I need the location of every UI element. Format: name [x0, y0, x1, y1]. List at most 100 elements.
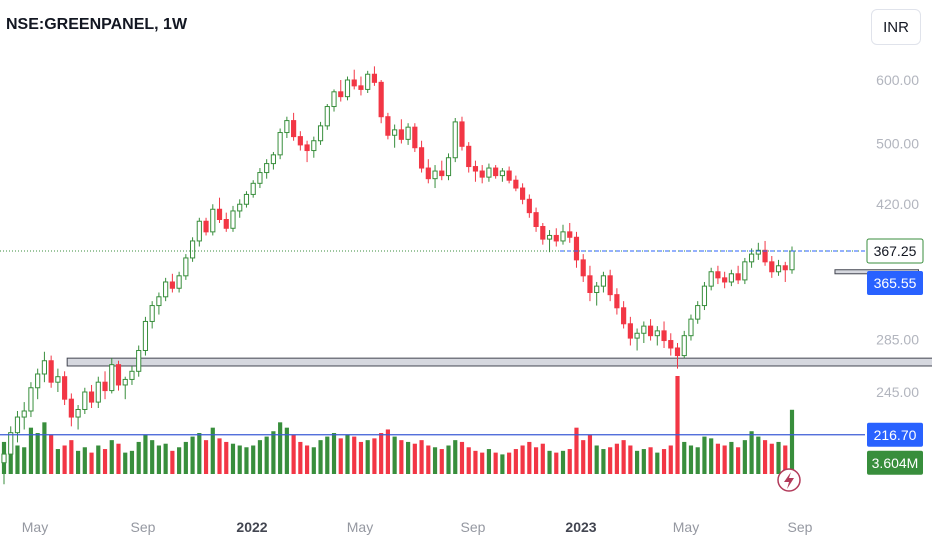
volume-bar [237, 445, 242, 474]
volume-bar [22, 447, 27, 474]
svg-text:216.70: 216.70 [874, 427, 917, 443]
time-tick-label: Sep [131, 519, 156, 535]
volume-bar [446, 445, 451, 474]
volume-bar [587, 434, 593, 474]
volume-bar [55, 449, 60, 474]
time-tick-label: May [673, 519, 699, 535]
svg-text:365.55: 365.55 [874, 275, 917, 291]
volume-bar [331, 433, 337, 474]
volume-bar [756, 436, 761, 474]
candle [439, 160, 445, 181]
volume-bar [412, 443, 417, 474]
volume-bar [466, 447, 471, 474]
volume-bar [668, 445, 673, 474]
candle [499, 168, 505, 182]
volume-bar [338, 438, 343, 474]
candle [412, 123, 418, 152]
candle [520, 183, 526, 205]
volume-bar [439, 449, 444, 474]
volume-bar [722, 445, 727, 474]
candle [621, 301, 627, 329]
candle [324, 104, 330, 130]
volume-bar [244, 447, 249, 474]
volume-bar [661, 449, 667, 474]
candle [129, 365, 135, 385]
volume-bar [601, 449, 606, 474]
candle [257, 168, 263, 189]
candle [587, 265, 593, 302]
candle [594, 281, 600, 306]
volume-bar [520, 445, 525, 474]
candle [513, 175, 519, 192]
volume-bar [695, 447, 700, 474]
candle [533, 207, 539, 232]
volume-bar [372, 438, 377, 474]
candle [573, 231, 580, 268]
candle [627, 316, 633, 346]
volume-bar [352, 436, 357, 474]
volume-bar [197, 433, 202, 474]
volume-badge: 3.604M [867, 450, 923, 475]
candle [142, 316, 149, 356]
candle [722, 271, 728, 289]
volume-bar [28, 427, 34, 474]
volume-bar [62, 445, 67, 474]
time-tick-label: 2022 [236, 519, 267, 535]
volume-bar [749, 431, 754, 474]
candle [762, 240, 768, 266]
volume-bar [419, 440, 424, 474]
candle [695, 301, 701, 324]
volume-bar [203, 440, 209, 474]
volume-bar [608, 447, 613, 474]
candles-layer [1, 66, 795, 485]
volume-bar [264, 436, 269, 474]
candle [203, 217, 209, 236]
candle [351, 69, 357, 90]
volume-bar [82, 447, 87, 474]
volume-bar [379, 433, 384, 474]
candle [284, 116, 290, 138]
candle [728, 269, 734, 287]
time-tick-label: 2023 [565, 519, 596, 535]
volume-bar [325, 436, 330, 474]
candle [472, 160, 479, 182]
volume-bar [392, 436, 397, 474]
candle [775, 259, 782, 276]
lightning-icon[interactable] [777, 468, 801, 492]
volume-bar [271, 431, 276, 474]
candle [681, 330, 687, 359]
volume-bar [789, 409, 795, 474]
candle [243, 191, 250, 208]
candle [8, 426, 14, 467]
candle [607, 269, 613, 302]
candle [223, 212, 229, 232]
candle [196, 217, 202, 247]
candle [331, 89, 337, 112]
price-tick-label: 245.00 [876, 384, 919, 400]
candle [210, 204, 216, 236]
candle [35, 368, 41, 400]
candle [344, 76, 351, 101]
candle [14, 410, 21, 443]
candle [28, 382, 34, 418]
volume-bar [574, 427, 579, 474]
candle [459, 116, 465, 151]
volume-bar [682, 441, 687, 474]
candle [486, 163, 492, 182]
volume-bar [365, 440, 370, 474]
candle [62, 371, 68, 406]
candle [546, 230, 553, 253]
candle [55, 368, 61, 392]
candle [688, 314, 694, 341]
volume-layer [1, 376, 795, 474]
candle [493, 165, 499, 179]
candle [466, 142, 472, 173]
volume-bar [742, 440, 747, 474]
candle [715, 265, 721, 285]
zone-0[interactable] [66, 357, 932, 367]
candle [560, 224, 566, 245]
currency-button[interactable]: INR [871, 9, 921, 45]
candle [189, 237, 196, 262]
candle [452, 117, 458, 163]
